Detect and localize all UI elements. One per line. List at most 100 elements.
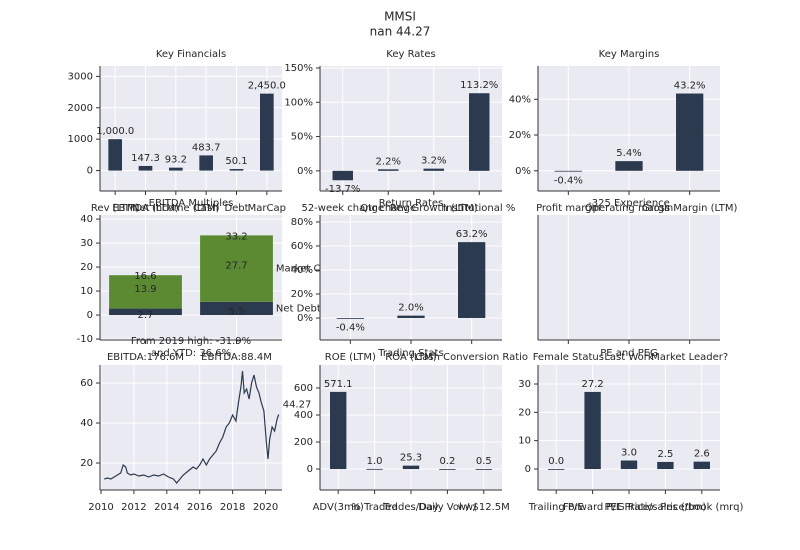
x-tick-label: ROA (LTM) <box>385 352 436 363</box>
x-tick-label: Trades/Day <box>382 502 439 513</box>
x-tick-label: Gross Margin (LTM) <box>642 203 738 214</box>
value-label: 50.1 <box>225 156 247 167</box>
y-tick-label: 80% <box>291 217 313 228</box>
x-tick-label: Cash Conversion Ratio <box>415 352 528 363</box>
x-tick-label: EBITDA:88.4M <box>201 352 272 363</box>
x-tick-label: 2010 <box>88 502 113 513</box>
y-tick-label: 0 <box>87 310 93 321</box>
x-tick-label: Price/book (mrq) <box>660 502 743 513</box>
y-tick-label: 40 <box>80 214 93 225</box>
y-tick-label: 1000 <box>68 134 93 145</box>
bar <box>469 93 490 171</box>
y-tick-label: 10 <box>518 436 531 447</box>
x-tick-label: Cash <box>194 203 219 214</box>
price-line <box>104 370 280 484</box>
x-tick-label: PEG Ratio <box>605 502 654 513</box>
bar <box>475 468 492 470</box>
value-label: 0.0 <box>548 456 564 467</box>
bar <box>229 169 244 171</box>
x-tick-label: Market Leader? <box>651 352 728 363</box>
value-label: 43.2% <box>674 81 706 92</box>
y-tick-label: 60 <box>80 378 93 389</box>
value-label: 2.0% <box>398 303 423 314</box>
value-label: 483.7 <box>192 142 221 153</box>
y-tick-label: 40 <box>80 418 93 429</box>
y-tick-label: 40% <box>291 265 313 276</box>
y-tick-label: 0 <box>525 464 531 475</box>
y-tick-label: 3000 <box>68 71 93 82</box>
value-label: 2.6 <box>694 449 710 460</box>
bar <box>138 165 153 171</box>
y-tick-label: 0% <box>297 166 313 177</box>
y-tick-label: 20% <box>291 289 313 300</box>
bar <box>260 93 274 171</box>
bar <box>676 93 704 171</box>
x-tick-label: Forward P/E <box>563 502 622 513</box>
y-tick-label: 50% <box>291 132 313 143</box>
segment-label: 2.7 <box>138 310 154 321</box>
y-tick-label: 0 <box>87 166 93 177</box>
stacked-bar <box>200 301 273 316</box>
value-label: -0.4% <box>554 176 583 187</box>
bar <box>378 169 399 171</box>
x-tick-label: 2016 <box>187 502 212 513</box>
y-tick-label: 0% <box>515 166 531 177</box>
stacked-bar <box>200 235 273 302</box>
y-tick-label: 20 <box>80 458 93 469</box>
x-tick-label: 2020 <box>253 502 278 513</box>
value-label: 0.2 <box>439 456 455 467</box>
chart-title: From 2019 high: -31.9% <box>131 336 251 347</box>
value-label: 3.0 <box>621 448 637 459</box>
x-tick-label: 2018 <box>220 502 245 513</box>
x-tick-label: Profit margin <box>536 203 601 214</box>
chart-subtitle: and YTD: 36.6% <box>151 348 231 359</box>
y-tick-label: 2000 <box>68 103 93 114</box>
value-label: 2.5 <box>657 449 673 460</box>
end-value-label: 44.27 <box>283 399 312 410</box>
x-tick-label: Rev (LTM) <box>91 203 140 214</box>
stacked-bar <box>109 308 182 316</box>
value-label: 25.3 <box>400 453 422 464</box>
series-label: Net Debt <box>276 303 321 314</box>
x-tick-label: w/ $12.5M <box>458 502 510 513</box>
bar <box>657 461 674 470</box>
bar <box>615 161 643 171</box>
y-tick-label: 20% <box>509 130 531 141</box>
y-tick-label: 30 <box>80 238 93 249</box>
value-label: 27.2 <box>581 379 603 390</box>
value-label: 1,000.0 <box>96 126 134 137</box>
x-tick-label: Rev Growth (LTM) <box>390 203 478 214</box>
x-tick-label: % Traded <box>351 502 397 513</box>
bar <box>584 391 601 470</box>
y-tick-label: 200 <box>294 437 313 448</box>
bar <box>548 469 565 470</box>
chart-title: Trading Stats <box>377 348 443 359</box>
y-tick-label: 40% <box>509 94 531 105</box>
x-tick-label: 52-week change <box>301 203 384 214</box>
chart-title: Key Margins <box>599 49 660 60</box>
chart-title: EBITDA Multiples <box>149 198 234 209</box>
bar <box>397 315 425 319</box>
x-tick-label: Trailing P/E <box>528 502 584 513</box>
y-tick-label: 10 <box>80 286 93 297</box>
bar <box>620 460 638 470</box>
x-tick-label: Female Status <box>533 352 604 363</box>
value-label: 93.2 <box>165 155 187 166</box>
bar <box>330 391 347 470</box>
bar <box>199 155 213 171</box>
value-label: 5.4% <box>616 148 641 159</box>
y-tick-label: -10 <box>77 334 93 345</box>
segment-label: 13.9 <box>134 284 156 295</box>
bar <box>366 468 383 470</box>
value-label: 0.5 <box>476 456 492 467</box>
value-label: 2,450.0 <box>248 81 286 92</box>
value-label: -0.4% <box>336 323 365 334</box>
chart-title: Key Rates <box>386 49 435 60</box>
figure-subtitle: nan 44.27 <box>370 25 431 39</box>
bar <box>693 461 710 470</box>
bar <box>439 469 456 470</box>
bar <box>336 318 364 319</box>
chart-title: Return Rates <box>379 198 444 209</box>
segment-label: 27.7 <box>225 261 247 272</box>
